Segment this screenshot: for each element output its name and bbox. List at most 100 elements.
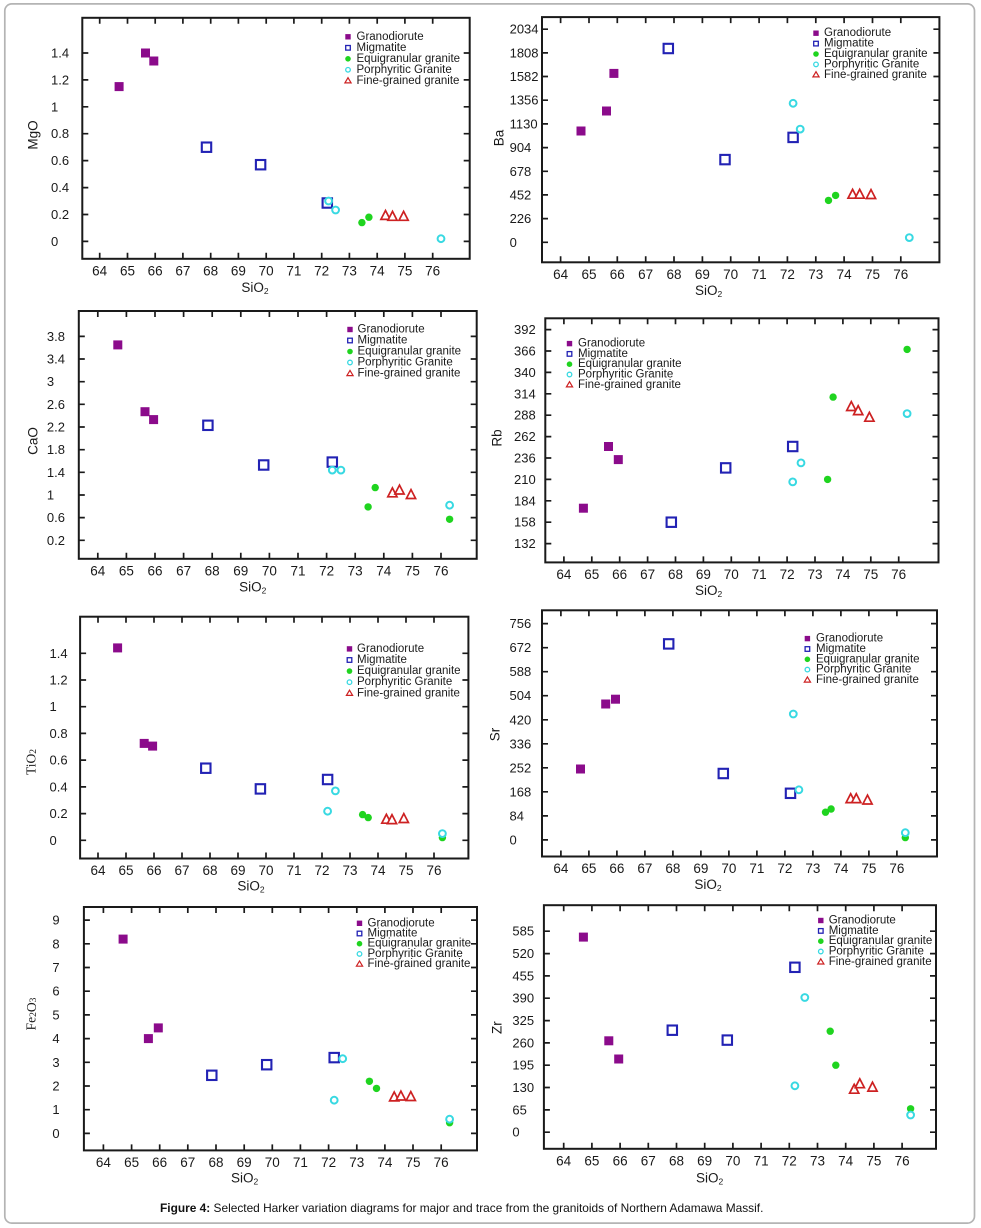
svg-text:Fine-grained granite: Fine-grained granite bbox=[357, 687, 460, 699]
svg-text:0.8: 0.8 bbox=[51, 126, 69, 141]
svg-text:5: 5 bbox=[52, 1007, 59, 1022]
svg-text:132: 132 bbox=[514, 536, 536, 551]
svg-text:65: 65 bbox=[119, 563, 134, 578]
svg-text:1.8: 1.8 bbox=[47, 442, 65, 457]
svg-text:72: 72 bbox=[314, 263, 329, 278]
svg-text:Rb: Rb bbox=[490, 429, 505, 446]
svg-text:MgO: MgO bbox=[26, 120, 41, 149]
svg-text:70: 70 bbox=[723, 267, 738, 282]
svg-text:69: 69 bbox=[230, 863, 245, 878]
svg-text:69: 69 bbox=[697, 1153, 712, 1168]
svg-text:0.4: 0.4 bbox=[50, 779, 68, 794]
svg-text:756: 756 bbox=[510, 616, 532, 631]
svg-text:67: 67 bbox=[641, 1153, 656, 1168]
svg-text:68: 68 bbox=[202, 863, 217, 878]
svg-text:Fine-grained granite: Fine-grained granite bbox=[824, 69, 927, 81]
svg-text:1356: 1356 bbox=[510, 93, 539, 108]
svg-text:1: 1 bbox=[51, 99, 58, 114]
svg-text:66: 66 bbox=[146, 863, 161, 878]
svg-text:66: 66 bbox=[152, 1155, 167, 1170]
svg-text:75: 75 bbox=[397, 263, 412, 278]
svg-text:Migmatite: Migmatite bbox=[578, 348, 628, 360]
svg-text:Equigranular granite: Equigranular granite bbox=[824, 48, 928, 60]
svg-text:66: 66 bbox=[612, 567, 627, 582]
svg-text:Porphyritic Granite: Porphyritic Granite bbox=[357, 64, 452, 76]
svg-text:70: 70 bbox=[725, 1153, 740, 1168]
svg-text:210: 210 bbox=[514, 472, 536, 487]
svg-text:75: 75 bbox=[405, 1155, 420, 1170]
svg-text:69: 69 bbox=[696, 567, 711, 582]
svg-text:73: 73 bbox=[810, 1153, 825, 1168]
svg-text:72: 72 bbox=[782, 1153, 797, 1168]
svg-text:504: 504 bbox=[510, 688, 532, 703]
svg-text:74: 74 bbox=[376, 563, 392, 578]
svg-text:65: 65 bbox=[120, 263, 135, 278]
svg-text:68: 68 bbox=[203, 263, 218, 278]
svg-text:64: 64 bbox=[96, 1155, 112, 1170]
svg-text:Equigranular granite: Equigranular granite bbox=[816, 653, 920, 665]
svg-text:75: 75 bbox=[865, 267, 880, 282]
svg-text:70: 70 bbox=[265, 1155, 280, 1170]
svg-text:1.4: 1.4 bbox=[47, 465, 65, 480]
svg-text:76: 76 bbox=[425, 263, 440, 278]
svg-text:73: 73 bbox=[805, 861, 820, 876]
svg-text:66: 66 bbox=[148, 263, 163, 278]
svg-text:195: 195 bbox=[512, 1058, 534, 1073]
svg-text:74: 74 bbox=[377, 1155, 393, 1170]
svg-text:4: 4 bbox=[52, 1031, 59, 1046]
svg-text:75: 75 bbox=[863, 567, 878, 582]
svg-text:74: 74 bbox=[833, 861, 849, 876]
svg-text:66: 66 bbox=[147, 563, 162, 578]
svg-text:Porphyritic Granite: Porphyritic Granite bbox=[829, 946, 924, 958]
svg-text:Fine-grained granite: Fine-grained granite bbox=[829, 956, 932, 968]
svg-text:SiO2: SiO2 bbox=[237, 879, 265, 895]
svg-text:Fine-grained granite: Fine-grained granite bbox=[358, 368, 461, 380]
svg-text:6: 6 bbox=[52, 984, 59, 999]
svg-text:73: 73 bbox=[342, 863, 357, 878]
svg-text:71: 71 bbox=[293, 1155, 308, 1170]
svg-text:67: 67 bbox=[637, 861, 652, 876]
svg-text:76: 76 bbox=[426, 863, 441, 878]
svg-text:672: 672 bbox=[510, 640, 532, 655]
svg-text:66: 66 bbox=[610, 267, 625, 282]
svg-text:65: 65 bbox=[124, 1155, 139, 1170]
svg-text:65: 65 bbox=[118, 863, 133, 878]
svg-text:0: 0 bbox=[512, 1125, 519, 1140]
svg-text:Equigranular granite: Equigranular granite bbox=[578, 358, 682, 370]
svg-text:226: 226 bbox=[510, 211, 532, 226]
svg-text:75: 75 bbox=[405, 563, 420, 578]
svg-text:1.2: 1.2 bbox=[51, 72, 69, 87]
svg-text:73: 73 bbox=[342, 263, 357, 278]
svg-text:84: 84 bbox=[510, 808, 524, 823]
svg-text:64: 64 bbox=[90, 863, 106, 878]
svg-text:2: 2 bbox=[52, 1079, 59, 1094]
svg-text:Migmatite: Migmatite bbox=[368, 928, 418, 940]
svg-text:3.8: 3.8 bbox=[47, 329, 65, 344]
svg-text:68: 68 bbox=[669, 1153, 684, 1168]
svg-text:Porphyritic Granite: Porphyritic Granite bbox=[357, 676, 452, 688]
svg-text:69: 69 bbox=[693, 861, 708, 876]
svg-text:71: 71 bbox=[286, 863, 301, 878]
svg-text:158: 158 bbox=[514, 515, 536, 530]
svg-text:76: 76 bbox=[891, 567, 906, 582]
svg-text:325: 325 bbox=[512, 1013, 534, 1028]
svg-text:67: 67 bbox=[175, 263, 190, 278]
svg-text:0.6: 0.6 bbox=[50, 753, 68, 768]
svg-text:1582: 1582 bbox=[510, 69, 539, 84]
svg-text:Porphyritic Granite: Porphyritic Granite bbox=[368, 948, 463, 960]
svg-text:262: 262 bbox=[514, 429, 536, 444]
svg-text:Figure 4: Selected Harker vari: Figure 4: Selected Harker variation diag… bbox=[160, 1201, 763, 1215]
svg-text:0: 0 bbox=[510, 235, 517, 250]
svg-text:3: 3 bbox=[52, 1055, 59, 1070]
svg-text:1130: 1130 bbox=[510, 116, 538, 131]
svg-text:75: 75 bbox=[398, 863, 413, 878]
svg-text:Fine-grained granite: Fine-grained granite bbox=[816, 674, 919, 686]
svg-text:Granodiorute: Granodiorute bbox=[368, 917, 435, 929]
svg-text:130: 130 bbox=[512, 1080, 534, 1095]
svg-text:Equigranular granite: Equigranular granite bbox=[368, 938, 472, 950]
svg-text:64: 64 bbox=[553, 861, 569, 876]
svg-text:71: 71 bbox=[752, 567, 767, 582]
svg-text:678: 678 bbox=[510, 164, 532, 179]
svg-text:SiO2: SiO2 bbox=[694, 877, 722, 893]
svg-text:452: 452 bbox=[510, 187, 532, 202]
